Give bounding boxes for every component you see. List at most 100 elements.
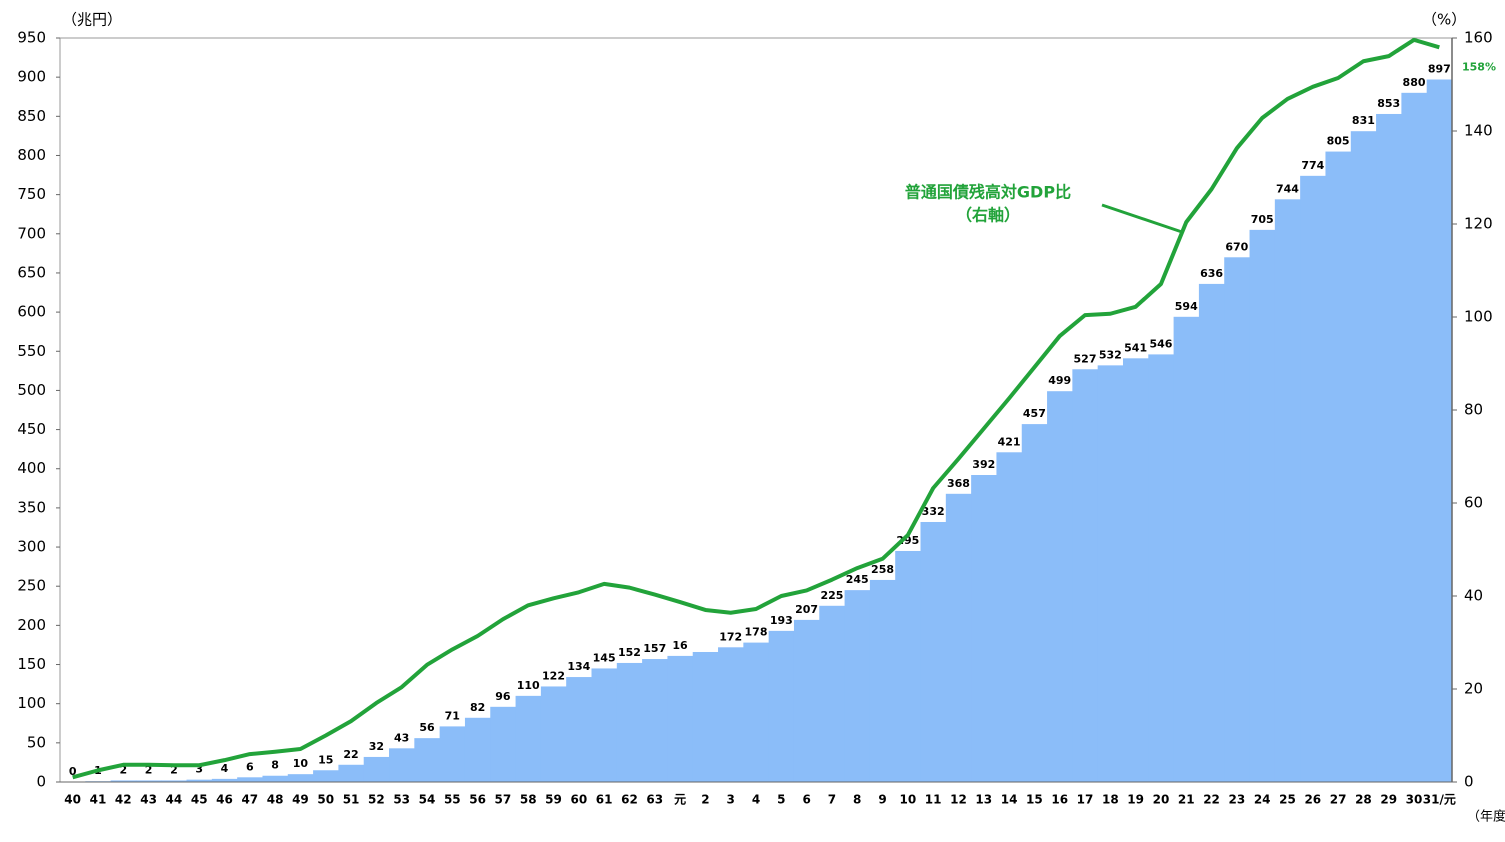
- bar: [869, 579, 896, 782]
- y-tick-label: 800: [17, 146, 46, 164]
- y2-tick-label: 80: [1464, 401, 1483, 419]
- x-tick-label: 元: [674, 793, 686, 807]
- data-label: 245: [846, 573, 869, 586]
- data-label: 157: [643, 642, 666, 655]
- bar: [211, 778, 238, 782]
- x-tick-label: 43: [140, 793, 157, 807]
- x-tick-label: 41: [90, 793, 107, 807]
- bar: [1249, 229, 1276, 783]
- x-tick-label: 7: [828, 793, 836, 807]
- x-tick-label: 46: [216, 793, 233, 807]
- bar: [1426, 79, 1453, 782]
- y2-tick-label: 140: [1464, 122, 1493, 140]
- bar: [313, 770, 339, 782]
- bar: [1148, 354, 1175, 782]
- x-tick-label: 2: [701, 793, 709, 807]
- x-tick-label: 42: [115, 793, 132, 807]
- data-label: 43: [394, 731, 409, 744]
- data-label: 96: [495, 690, 511, 703]
- data-label: 392: [972, 458, 995, 471]
- x-tick-label: 12: [950, 793, 967, 807]
- bar: [1072, 369, 1099, 782]
- x-tick-label: 51: [343, 793, 360, 807]
- annotation-pointer: [1101, 203, 1183, 234]
- data-label: 3: [195, 763, 203, 776]
- x-tick-label: 13: [975, 793, 992, 807]
- bar: [642, 659, 668, 782]
- y-tick-label: 400: [17, 459, 46, 477]
- bar: [186, 779, 213, 782]
- bar: [1021, 424, 1048, 782]
- y2-tick-label: 60: [1464, 494, 1483, 512]
- y-tick-label: 850: [17, 107, 46, 125]
- data-label: 594: [1175, 300, 1198, 313]
- y-tick-label: 300: [17, 538, 46, 556]
- data-label: 110: [517, 679, 540, 692]
- bar: [439, 726, 466, 782]
- data-label: 2: [119, 763, 127, 776]
- data-label: 172: [719, 630, 742, 643]
- bar: [1198, 283, 1225, 782]
- bar: [1300, 175, 1326, 782]
- x-tick-label: 28: [1355, 793, 1372, 807]
- data-label: 134: [567, 660, 590, 673]
- y-tick-label: 100: [17, 694, 46, 712]
- x-tick-label: 56: [469, 793, 486, 807]
- x-unit: （年度末）: [1467, 809, 1505, 825]
- x-tick-label: 49: [292, 793, 309, 807]
- y-tick-label: 350: [17, 498, 46, 516]
- data-label: 295: [896, 534, 919, 547]
- end-label: 158%: [1462, 60, 1496, 73]
- x-tick-label: 55: [444, 793, 461, 807]
- y-tick-label: 150: [17, 655, 46, 673]
- x-tick-label: 44: [166, 793, 183, 807]
- data-label: 831: [1352, 114, 1375, 127]
- bar: [338, 764, 365, 782]
- x-tick-label: 4: [752, 793, 760, 807]
- bar: [363, 756, 390, 782]
- data-label: 805: [1327, 135, 1350, 148]
- line: [72, 37, 1440, 780]
- data-label: 880: [1403, 76, 1426, 89]
- y-tick-label: 450: [17, 420, 46, 438]
- x-tick-label: 59: [545, 793, 562, 807]
- data-label: 152: [618, 646, 641, 659]
- bar: [844, 590, 871, 782]
- bar: [1224, 257, 1251, 783]
- bar: [566, 677, 592, 782]
- data-label: 193: [770, 614, 793, 627]
- bar: [971, 475, 997, 782]
- x-tick-label: 60: [570, 793, 587, 807]
- bar: [287, 774, 314, 782]
- x-tick-label: 19: [1127, 793, 1144, 807]
- bar: [237, 777, 263, 782]
- data-label: 546: [1149, 337, 1172, 350]
- x-tick-label: 31/元: [1423, 793, 1456, 807]
- y-tick-label: 550: [17, 342, 46, 360]
- x-tick-label: 11: [925, 793, 942, 807]
- data-label: 122: [542, 669, 565, 682]
- data-label: 32: [369, 740, 384, 753]
- annotation: （右軸）: [956, 206, 1020, 225]
- data-label: 71: [445, 709, 460, 722]
- x-tick-label: 53: [393, 793, 410, 807]
- data-label: 0: [69, 765, 77, 778]
- y-tick-label: 250: [17, 577, 46, 595]
- data-label: 332: [922, 505, 945, 518]
- x-tick-label: 14: [1001, 793, 1018, 807]
- bar: [414, 738, 441, 782]
- bar: [540, 686, 567, 782]
- bar: [616, 662, 643, 782]
- y2-tick-label: 20: [1464, 680, 1483, 698]
- y-tick-label: 900: [17, 68, 46, 86]
- bar: [110, 780, 137, 782]
- y-tick-label: 700: [17, 224, 46, 242]
- data-label: 178: [745, 626, 768, 639]
- x-tick-label: 9: [878, 793, 886, 807]
- data-label: 897: [1428, 63, 1451, 76]
- bar: [768, 630, 795, 782]
- bar: [692, 651, 719, 782]
- x-tick-label: 63: [646, 793, 663, 807]
- data-label: 774: [1301, 159, 1324, 172]
